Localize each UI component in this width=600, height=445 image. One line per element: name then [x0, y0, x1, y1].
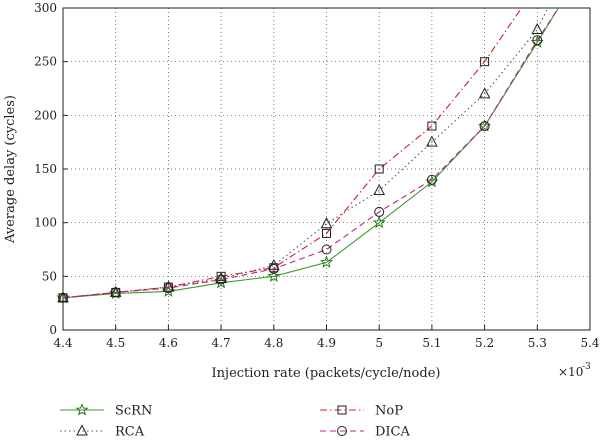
legend-item-scrn: ScRN [60, 403, 152, 419]
x-tick-label: 5.2 [475, 336, 494, 350]
data-point-dica [479, 121, 490, 132]
legend-marker [76, 424, 88, 436]
legend-label: RCA [115, 425, 145, 440]
legend: ScRN NoP RCA DICA [60, 403, 411, 440]
data-point-scrn [319, 255, 334, 268]
data-point-scrn [372, 215, 386, 229]
data-point-dica [426, 174, 437, 185]
legend-label: NoP [375, 404, 403, 419]
y-tick-label: 300 [34, 1, 57, 15]
series-line-nop [62, 7, 522, 299]
x-tick-label: 4.7 [212, 336, 231, 350]
y-tick-label: 150 [34, 162, 57, 176]
series [56, 7, 559, 304]
x-tick-label: 4.6 [159, 336, 178, 350]
legend-item-rca: RCA [60, 424, 145, 440]
x-tick-label: 5 [375, 336, 383, 350]
data-point-dica [163, 283, 174, 294]
data-point-rca [320, 217, 333, 229]
legend-item-nop: NoP [320, 404, 403, 419]
legend-marker [337, 426, 347, 436]
data-point-nop [480, 57, 490, 67]
y-tick-label: 100 [34, 216, 57, 230]
data-point-rca [215, 271, 227, 283]
svg-text:×10: ×10 [558, 365, 583, 379]
grid [63, 8, 590, 330]
series-dica [58, 7, 559, 303]
data-point-dica [532, 35, 543, 46]
y-axis-label: Average delay (cycles) [3, 95, 18, 244]
x-tick-label: 5.3 [528, 336, 547, 350]
legend-marker [75, 403, 89, 416]
x-tick-label: 5.4 [580, 336, 599, 350]
x-axis-multiplier: ×10 -3 [558, 362, 591, 379]
series-nop [58, 7, 522, 303]
data-point-rca [531, 22, 544, 34]
data-point-dica [374, 206, 385, 217]
data-point-nop [374, 164, 384, 174]
data-point-dica [216, 274, 227, 285]
series-scrn [56, 7, 559, 304]
data-point-rca [426, 135, 438, 147]
y-tick-label: 250 [34, 55, 57, 69]
x-tick-label: 4.9 [317, 336, 336, 350]
legend-marker [337, 405, 347, 415]
x-tick-label: 4.8 [264, 336, 283, 350]
data-point-dica [110, 287, 121, 298]
data-point-rca [478, 87, 491, 99]
series-line-scrn [62, 7, 559, 299]
x-axis-label: Injection rate (packets/cycle/node) [212, 366, 441, 381]
data-point-rca [373, 183, 386, 195]
y-tick-label: 200 [34, 108, 57, 122]
x-tick-label: 5.1 [422, 336, 441, 350]
y-tick-label: 50 [42, 269, 57, 283]
axis-ticks: 4.4 4.5 4.6 4.7 4.8 4.9 5 5.1 5.2 5.3 5.4 0 50 100 150… [34, 1, 600, 350]
data-point-nop [322, 228, 331, 238]
series-line-rca [62, 7, 549, 299]
data-point-dica [58, 292, 68, 303]
x-tick-label: 4.5 [106, 336, 125, 350]
data-point-rca [162, 280, 175, 292]
y-tick-label: 0 [49, 323, 57, 337]
series-line-dica [62, 7, 559, 299]
data-point-dica [268, 263, 279, 274]
legend-label: DICA [375, 425, 411, 440]
data-point-dica [321, 244, 332, 255]
legend-item-dica: DICA [320, 425, 411, 440]
legend-label: ScRN [115, 404, 152, 419]
x-tick-label: 4.4 [53, 336, 72, 350]
data-point-nop [427, 121, 437, 131]
svg-text:-3: -3 [582, 362, 591, 372]
data-point-scrn [267, 269, 281, 282]
